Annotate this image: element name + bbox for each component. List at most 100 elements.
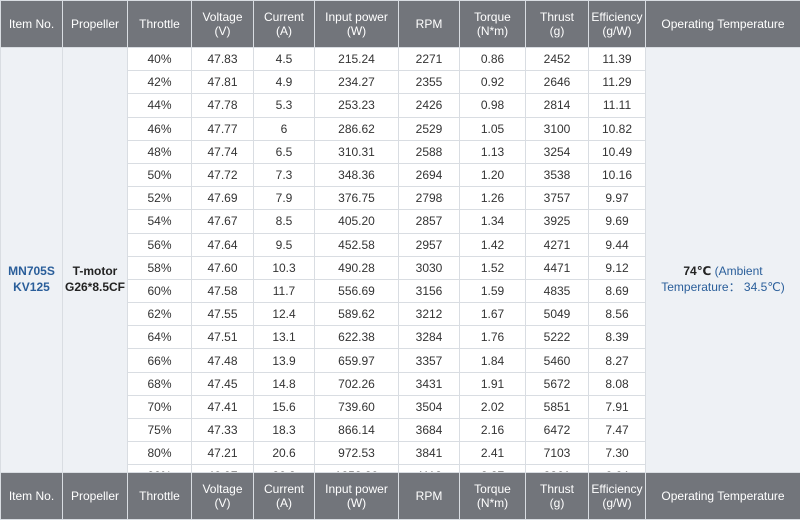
table-cell: 1.59 xyxy=(459,278,526,304)
table-cell: 8.56 xyxy=(588,302,646,327)
table-cell: 3684 xyxy=(398,417,460,443)
table-cell: 3431 xyxy=(398,371,460,396)
table-cell: 12.4 xyxy=(253,302,315,327)
table-body: MN705S KV125 T-motor G26*8.5CF 40% 47.83 4.5 21… xyxy=(0,46,800,512)
column-header-unit: (g/W) xyxy=(602,496,632,510)
table-cell: 10.49 xyxy=(588,139,646,164)
table-cell: 40% xyxy=(127,46,192,72)
column-header-label: Propeller xyxy=(70,489,120,503)
column-header: Efficiency (g/W) xyxy=(588,0,646,48)
table-cell: 47.41 xyxy=(191,394,254,420)
table-cell: 10.82 xyxy=(588,116,646,141)
column-header-label: RPM xyxy=(415,489,443,503)
column-header: Input power (W) xyxy=(314,0,399,48)
ambient-temperature: Temperature： 34.5℃) xyxy=(661,280,785,295)
table-cell: 215.24 xyxy=(314,46,399,72)
table-cell: 52% xyxy=(127,186,192,211)
table-cell: 7.9 xyxy=(253,186,315,211)
column-header: Operating Temperature xyxy=(645,0,800,48)
column-header-label: Operating Temperature xyxy=(661,489,785,503)
table-cell: 47.69 xyxy=(191,186,254,211)
column-header-unit: (g) xyxy=(549,496,565,510)
table-cell: 3841 xyxy=(398,441,460,466)
column-header: Throttle xyxy=(127,472,192,520)
table-cell: 4.9 xyxy=(253,70,315,95)
table-cell: 9.44 xyxy=(588,232,646,257)
column-header-unit: (N*m) xyxy=(476,24,509,38)
table-cell: 47.67 xyxy=(191,209,254,234)
table-cell: 9.12 xyxy=(588,255,646,280)
table-cell: 47.77 xyxy=(191,116,254,141)
column-header: Voltage (V) xyxy=(191,0,254,48)
table-cell: 0.92 xyxy=(459,70,526,95)
propeller-brand: T-motor xyxy=(72,264,118,279)
column-header-unit: (W) xyxy=(346,24,367,38)
table-cell: 20.6 xyxy=(253,441,315,466)
column-header: Torque (N*m) xyxy=(459,472,526,520)
column-header: Current (A) xyxy=(253,0,315,48)
operating-temperature-cell: 74℃ (Ambient Temperature： 34.5℃) xyxy=(645,47,800,512)
table-cell: 56% xyxy=(127,232,192,257)
table-cell: 866.14 xyxy=(314,417,399,443)
column-header: Thrust (g) xyxy=(525,0,589,48)
table-cell: 14.8 xyxy=(253,371,315,396)
table-cell: 3254 xyxy=(525,139,589,164)
table-cell: 13.9 xyxy=(253,348,315,373)
table-cell: 452.58 xyxy=(314,232,399,257)
propeller-model: G26*8.5CF xyxy=(64,280,126,295)
column-header-unit: (A) xyxy=(276,24,292,38)
table-cell: 75% xyxy=(127,417,192,443)
table-cell: 62% xyxy=(127,302,192,327)
table-cell: 66% xyxy=(127,348,192,373)
column-header: Current (A) xyxy=(253,472,315,520)
table-cell: 2814 xyxy=(525,93,589,118)
table-cell: 3284 xyxy=(398,325,460,350)
table-cell: 1.52 xyxy=(459,255,526,280)
table-cell: 47.72 xyxy=(191,162,254,188)
table-cell: 60% xyxy=(127,278,192,304)
table-cell: 9.97 xyxy=(588,186,646,211)
column-header-unit: (g) xyxy=(549,24,565,38)
table-cell: 10.3 xyxy=(253,255,315,280)
table-cell: 8.69 xyxy=(588,278,646,304)
table-cell: 1.91 xyxy=(459,371,526,396)
table-cell: 2426 xyxy=(398,93,460,118)
header-row: Item No. Propeller Throttle Voltage (V) Curre… xyxy=(0,472,800,520)
table-cell: 42% xyxy=(127,70,192,95)
table-cell: 7.91 xyxy=(588,394,646,420)
header-row: Item No. Propeller Throttle Voltage (V) Curre… xyxy=(0,0,800,48)
table-cell: 8.39 xyxy=(588,325,646,350)
table-cell: 739.60 xyxy=(314,394,399,420)
table-cell: 80% xyxy=(127,441,192,466)
table-cell: 3357 xyxy=(398,348,460,373)
table-cell: 4835 xyxy=(525,278,589,304)
table-cell: 47.81 xyxy=(191,70,254,95)
table-cell: 10.16 xyxy=(588,162,646,188)
table-row: MN705S KV125 T-motor G26*8.5CF 40% 47.83 4.5 21… xyxy=(0,46,800,512)
column-header-label: Thrust xyxy=(539,10,574,24)
ambient-note: (Ambient xyxy=(714,264,763,279)
column-header-unit: (g/W) xyxy=(602,24,632,38)
table-cell: 253.23 xyxy=(314,93,399,118)
table-cell: 2452 xyxy=(525,46,589,72)
table-cell: 3212 xyxy=(398,302,460,327)
column-header: Voltage (V) xyxy=(191,472,254,520)
column-header-label: Voltage xyxy=(202,10,243,24)
table-cell: 47.60 xyxy=(191,255,254,280)
table-cell: 47.45 xyxy=(191,371,254,396)
table-cell: 2798 xyxy=(398,186,460,211)
table-cell: 11.7 xyxy=(253,278,315,304)
table-cell: 58% xyxy=(127,255,192,280)
column-header: Operating Temperature xyxy=(645,472,800,520)
table-cell: 2957 xyxy=(398,232,460,257)
column-header-unit: (V) xyxy=(214,24,231,38)
column-header-label: Torque xyxy=(474,482,511,496)
column-header-label: RPM xyxy=(415,17,443,31)
table-cell: 2.02 xyxy=(459,394,526,420)
table-cell: 6472 xyxy=(525,417,589,443)
column-header-label: Throttle xyxy=(139,489,180,503)
table-cell: 1.26 xyxy=(459,186,526,211)
table-cell: 13.1 xyxy=(253,325,315,350)
column-header-label: Item No. xyxy=(8,17,55,31)
